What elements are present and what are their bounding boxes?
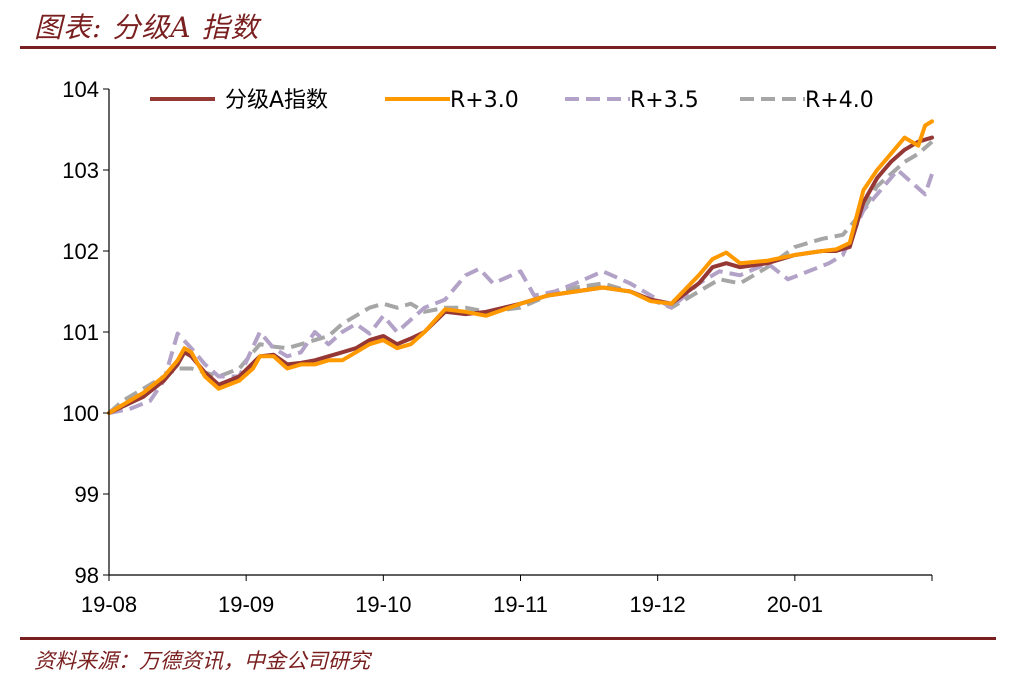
footer-divider [20,637,996,640]
header-divider [20,46,996,49]
legend: 分级A指数 R+3.0 R+3.5 R+4.0 [150,88,874,113]
axes-layer: 98 99 100 101 102 103 104 19-08 19-09 19-10 19-11 1… [62,77,933,617]
y-tick-label: 98 [75,563,99,588]
x-tick-label: 20-01 [767,592,823,617]
y-tick-label: 103 [62,158,99,183]
legend-label-2: R+3.5 [630,88,699,113]
series-line-1 [107,119,934,415]
series-line-3 [107,140,934,415]
series-layer [107,119,934,415]
source-note: 资料来源：万德资讯，中金公司研究 [34,649,370,673]
chart-title: 图表: 分级A 指数 [34,11,260,44]
legend-label-0: 分级A指数 [225,88,328,113]
legend-label-1: R+3.0 [450,88,519,113]
series-line-2 [108,168,934,415]
y-tick-label: 104 [62,77,99,102]
y-tick-label: 100 [62,401,99,426]
x-tick-label: 19-12 [630,592,686,617]
y-tick-label: 102 [62,239,99,264]
x-tick-label: 19-08 [81,592,137,617]
y-tick-label: 101 [62,320,99,345]
y-tick-label: 99 [75,482,99,507]
x-tick-label: 19-11 [493,592,548,617]
x-tick-label: 19-09 [218,592,274,617]
x-tick-label: 19-10 [355,592,411,617]
legend-label-3: R+4.0 [805,88,874,113]
